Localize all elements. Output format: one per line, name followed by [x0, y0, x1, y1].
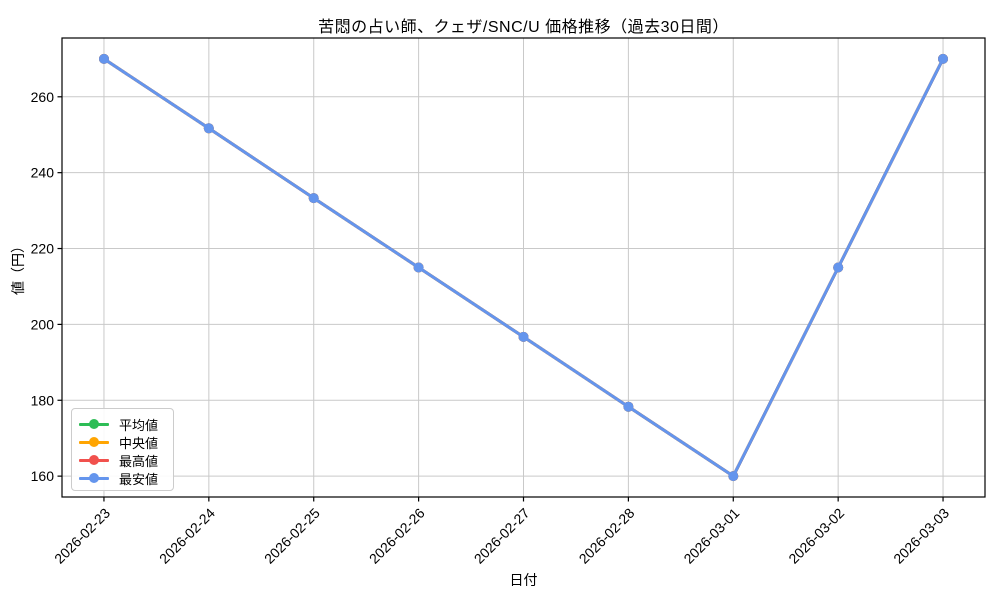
y-axis-label: 値（円）	[10, 239, 26, 295]
data-point	[518, 331, 529, 342]
x-tick-label: 2026-02-23	[51, 505, 113, 567]
x-tick-label: 2026-02-24	[156, 505, 218, 567]
data-point	[623, 401, 634, 412]
legend-marker-dot	[89, 473, 99, 483]
data-point	[833, 262, 844, 273]
x-tick-label: 2026-03-02	[785, 505, 847, 567]
chart-title: 苦悶の占い師、クェザ/SNC/U 価格推移（過去30日間）	[318, 19, 729, 36]
x-tick-label: 2026-02-26	[366, 505, 428, 567]
y-tick-label: 220	[31, 241, 55, 257]
legend-marker-dot	[89, 437, 99, 447]
y-tick-label: 160	[31, 468, 55, 484]
legend-item: 平均値	[79, 415, 165, 433]
x-tick-label: 2026-03-03	[890, 505, 952, 567]
legend-label: 最高値	[119, 453, 159, 469]
y-tick-label: 180	[31, 392, 55, 408]
legend-item: 最安値	[79, 469, 165, 487]
legend-item: 最高値	[79, 451, 165, 469]
legend-marker-dot	[89, 455, 99, 465]
x-tick-label: 2026-02-28	[576, 505, 638, 567]
data-point	[938, 53, 948, 64]
y-tick-label: 240	[31, 165, 55, 181]
legend-marker-line	[79, 437, 109, 447]
data-point	[308, 193, 319, 204]
data-point	[413, 262, 424, 273]
data-point	[203, 123, 214, 134]
x-tick-label: 2026-03-01	[680, 505, 742, 567]
y-tick-label: 200	[31, 316, 55, 332]
legend-marker-line	[79, 473, 109, 483]
legend-item: 中央値	[79, 433, 165, 451]
x-tick-label: 2026-02-27	[471, 505, 533, 567]
data-point	[728, 471, 739, 482]
legend-label: 中央値	[119, 435, 159, 451]
legend-marker-dot	[89, 419, 99, 429]
x-axis-label: 日付	[509, 572, 538, 588]
legend-marker-line	[79, 455, 109, 465]
legend-label: 平均値	[119, 417, 159, 433]
legend: 平均値中央値最高値最安値	[71, 408, 174, 491]
data-point	[99, 53, 109, 64]
x-tick-label: 2026-02-25	[261, 505, 323, 567]
legend-label: 最安値	[119, 471, 159, 487]
legend-marker-line	[79, 419, 109, 429]
y-tick-label: 260	[31, 89, 55, 105]
